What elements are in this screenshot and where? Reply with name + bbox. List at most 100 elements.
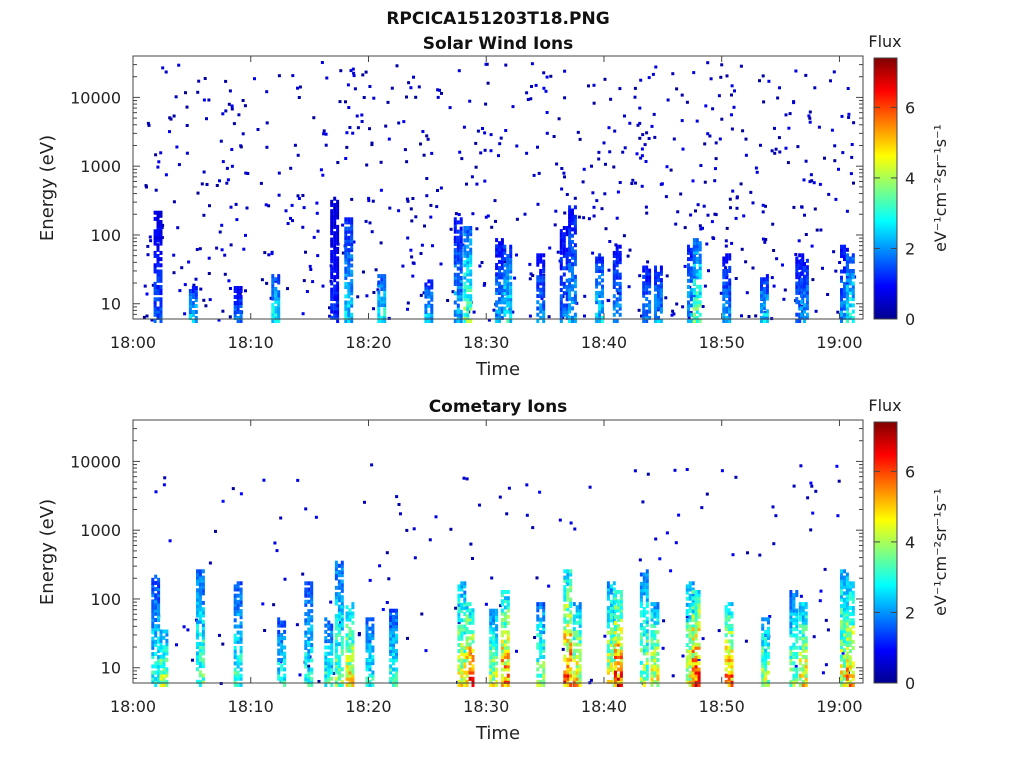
heatmap-cell bbox=[630, 182, 634, 185]
y-tick-label: 10 bbox=[101, 659, 121, 678]
heatmap-cell bbox=[699, 227, 703, 231]
heatmap-cell bbox=[542, 265, 546, 270]
heatmap-cell bbox=[578, 623, 582, 628]
heatmap-cell bbox=[562, 244, 566, 249]
heatmap-cell bbox=[765, 319, 769, 323]
heatmap-cell bbox=[562, 247, 566, 252]
heatmap-cell bbox=[457, 658, 461, 663]
heatmap-cell bbox=[764, 642, 768, 647]
heatmap-cell bbox=[792, 611, 796, 616]
heatmap-cell bbox=[840, 300, 843, 305]
heatmap-cell bbox=[798, 608, 802, 613]
heatmap-cell bbox=[691, 652, 695, 657]
heatmap-cell bbox=[503, 621, 507, 625]
heatmap-cell bbox=[845, 575, 849, 580]
heatmap-cell bbox=[694, 627, 698, 632]
heatmap-cell bbox=[724, 244, 728, 248]
heatmap-cell bbox=[656, 608, 660, 613]
heatmap-cell bbox=[142, 315, 146, 319]
heatmap-cell bbox=[446, 299, 450, 302]
heatmap-cell bbox=[457, 649, 461, 654]
heatmap-cell bbox=[156, 272, 160, 277]
heatmap-cell bbox=[581, 180, 585, 184]
heatmap-cell bbox=[233, 307, 237, 311]
heatmap-cell bbox=[401, 264, 405, 268]
heatmap-cell bbox=[628, 121, 632, 125]
heatmap-cell bbox=[333, 297, 337, 301]
heatmap-cell bbox=[607, 268, 611, 272]
heatmap-cell bbox=[843, 254, 846, 258]
heatmap-cell bbox=[653, 651, 657, 656]
heatmap-cell bbox=[371, 629, 375, 634]
heatmap-cell bbox=[395, 618, 398, 622]
heatmap-cell bbox=[845, 312, 849, 317]
heatmap-cell bbox=[495, 667, 499, 672]
heatmap-cell bbox=[233, 633, 237, 638]
heatmap-cell bbox=[511, 310, 515, 314]
heatmap-cell bbox=[327, 673, 331, 678]
heatmap-cell bbox=[764, 664, 768, 669]
heatmap-cell bbox=[151, 673, 155, 678]
heatmap-cell bbox=[330, 297, 334, 301]
heatmap-cell bbox=[845, 265, 849, 270]
heatmap-cell bbox=[566, 613, 570, 618]
heatmap-cell bbox=[307, 581, 311, 586]
heatmap-cell bbox=[615, 257, 619, 262]
heatmap-cell bbox=[688, 683, 692, 687]
heatmap-cell bbox=[457, 670, 461, 675]
heatmap-cell bbox=[845, 602, 849, 607]
heatmap-cell bbox=[304, 590, 308, 595]
colorbar-unit: eV⁻¹cm⁻²sr⁻¹s⁻¹ bbox=[931, 124, 950, 252]
heatmap-cell bbox=[692, 319, 696, 323]
heatmap-cell bbox=[395, 670, 398, 675]
heatmap-cell bbox=[841, 652, 845, 655]
heatmap-cell bbox=[351, 648, 355, 653]
heatmap-cell bbox=[764, 667, 768, 672]
heatmap-cell bbox=[575, 642, 579, 647]
heatmap-cell bbox=[220, 223, 224, 227]
heatmap-cell bbox=[730, 661, 734, 666]
heatmap-cell bbox=[730, 241, 734, 245]
heatmap-cell bbox=[762, 299, 766, 304]
heatmap-cell bbox=[498, 291, 501, 295]
heatmap-cell bbox=[814, 489, 818, 493]
heatmap-cell bbox=[324, 679, 328, 684]
heatmap-cell bbox=[764, 679, 768, 684]
heatmap-cell bbox=[692, 241, 696, 246]
heatmap-cell bbox=[333, 290, 337, 295]
heatmap-cell bbox=[196, 610, 199, 615]
heatmap-cell bbox=[427, 303, 431, 308]
heatmap-cell bbox=[201, 664, 205, 669]
heatmap-cell bbox=[336, 303, 340, 308]
heatmap-cell bbox=[851, 599, 855, 604]
heatmap-cell bbox=[503, 624, 507, 629]
heatmap-cell bbox=[460, 683, 464, 687]
heatmap-cell bbox=[814, 309, 818, 313]
heatmap-cell bbox=[196, 645, 199, 650]
heatmap-cell bbox=[334, 560, 338, 565]
heatmap-cell bbox=[506, 648, 510, 653]
heatmap-cell bbox=[685, 643, 689, 647]
heatmap-cell bbox=[495, 661, 499, 666]
heatmap-cell bbox=[572, 617, 576, 622]
heatmap-cell bbox=[506, 596, 510, 601]
heatmap-cell bbox=[697, 599, 701, 604]
heatmap-cell bbox=[157, 627, 161, 632]
heatmap-cell bbox=[459, 297, 463, 302]
heatmap-cell bbox=[340, 651, 344, 656]
heatmap-cell bbox=[348, 608, 352, 613]
heatmap-cell bbox=[530, 62, 534, 66]
heatmap-cell bbox=[840, 613, 843, 618]
heatmap-cell bbox=[843, 591, 846, 596]
heatmap-cell bbox=[811, 278, 815, 282]
heatmap-cell bbox=[601, 278, 604, 283]
heatmap-cell bbox=[500, 284, 504, 289]
heatmap-cell bbox=[565, 253, 569, 258]
heatmap-cell bbox=[162, 670, 166, 675]
heatmap-cell bbox=[156, 238, 160, 243]
heatmap-cell bbox=[495, 315, 499, 320]
heatmap-cell bbox=[457, 643, 461, 647]
heatmap-cell bbox=[351, 676, 355, 681]
heatmap-cell bbox=[619, 614, 623, 619]
heatmap-cell bbox=[498, 306, 501, 311]
